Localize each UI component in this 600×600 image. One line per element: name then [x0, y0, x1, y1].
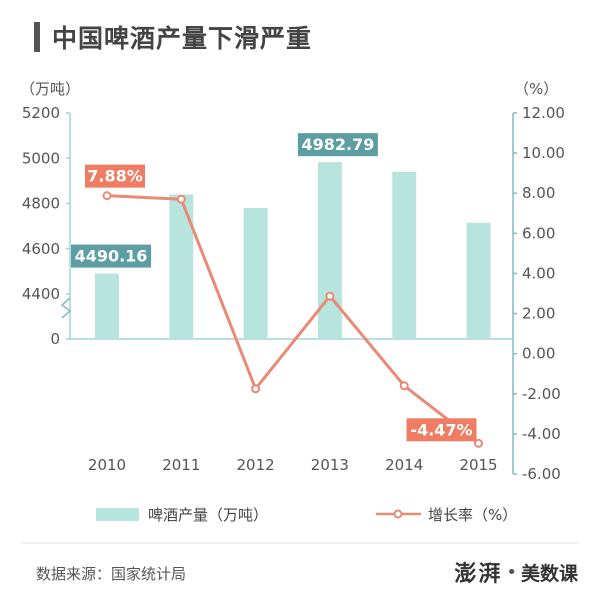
bar-value-label: 4490.16 — [75, 247, 148, 266]
chart-title: 中国啤酒产量下滑严重 — [52, 24, 313, 53]
brand-logo: 澎湃 • 美数课 — [454, 556, 578, 588]
left-axis-unit: （万吨） — [20, 80, 80, 98]
line-value-label-bg — [85, 164, 145, 188]
right-tick-label: 10.00 — [522, 144, 565, 162]
left-tick-label: 5200 — [22, 104, 60, 122]
left-tick-label: 4400 — [22, 285, 60, 303]
x-tick-label: 2013 — [311, 456, 349, 474]
left-tick-label: 4800 — [22, 195, 60, 213]
growth-line — [106, 194, 480, 445]
brand-separator: • — [506, 561, 517, 583]
right-tick-label: 12.00 — [522, 104, 565, 122]
right-tick-label: 2.00 — [522, 305, 555, 323]
right-axis-unit: （%） — [514, 80, 558, 98]
bar — [95, 273, 119, 339]
legend-line-label: 增长率（%） — [428, 506, 517, 524]
line-point — [325, 291, 335, 301]
bar — [466, 222, 491, 339]
line-value-label: -4.47% — [410, 420, 472, 439]
left-tick-label: 5000 — [22, 149, 60, 167]
right-tick-label: -6.00 — [522, 465, 561, 483]
right-tick-label: -4.00 — [522, 425, 561, 443]
right-tick-label: 6.00 — [522, 224, 555, 242]
bar-value-label: 4982.79 — [301, 135, 374, 154]
right-tick-label: 4.00 — [522, 264, 555, 282]
line-point — [176, 194, 186, 204]
title-accent-bar — [34, 22, 40, 52]
bar — [317, 162, 342, 339]
line-point — [102, 191, 112, 201]
brand-name: 澎湃 — [454, 561, 503, 587]
x-tick-label: 2012 — [237, 456, 275, 474]
bar-value-label-bg — [71, 244, 151, 268]
axis-break-icon — [60, 297, 72, 319]
x-tick-label: 2011 — [162, 456, 200, 474]
x-tick-label: 2014 — [385, 456, 423, 474]
brand-subtitle: 美数课 — [520, 562, 578, 585]
right-tick-label: 8.00 — [522, 184, 555, 202]
bar — [243, 208, 268, 339]
x-tick-label: 2015 — [459, 456, 497, 474]
right-tick-label: 0.00 — [522, 345, 555, 363]
x-tick-label: 2010 — [88, 456, 126, 474]
line-point — [474, 438, 483, 448]
left-tick-label: 0 — [50, 330, 60, 348]
legend-bar-label: 啤酒产量（万吨） — [148, 506, 268, 524]
legend-bar-swatch — [96, 508, 139, 521]
title-block: 中国啤酒产量下滑严重 — [34, 20, 312, 54]
line-value-label-bg — [406, 418, 477, 442]
left-tick-label: 4600 — [22, 240, 60, 258]
data-source: 数据来源：国家统计局 — [36, 565, 187, 583]
legend-line-marker — [393, 509, 403, 519]
bar — [169, 194, 194, 339]
right-tick-label: -2.00 — [522, 385, 561, 403]
line-point — [251, 384, 261, 394]
line-value-label: 7.88% — [87, 167, 143, 186]
bar — [392, 171, 417, 339]
bar-value-label-bg — [297, 133, 378, 157]
line-point — [399, 381, 409, 391]
